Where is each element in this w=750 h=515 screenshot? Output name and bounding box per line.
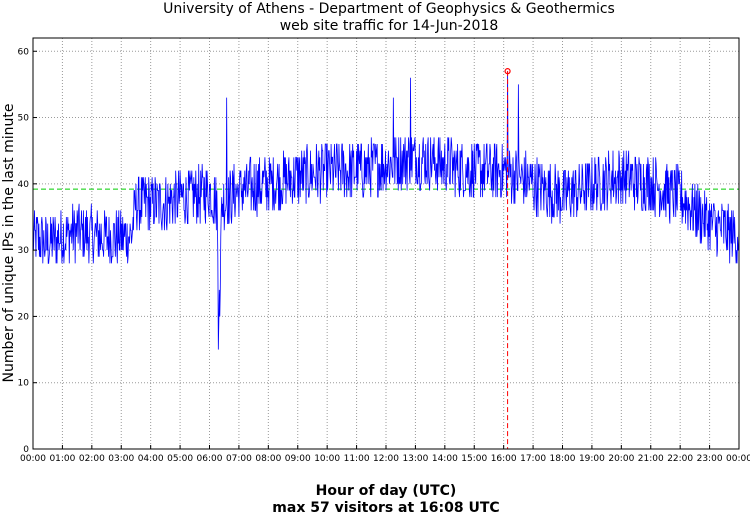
x-tick-label: 06:00 xyxy=(197,454,223,464)
y-tick-label: 50 xyxy=(18,114,30,124)
y-tick-label: 40 xyxy=(18,180,30,190)
max-annotation: max 57 visitors at 16:08 UTC xyxy=(272,500,499,515)
x-tick-label: 10:00 xyxy=(314,454,340,464)
y-axis-ticks: 0 10 20 30 40 50 60 xyxy=(18,47,37,455)
x-tick-label: 08:00 xyxy=(255,454,281,464)
y-tick-label: 60 xyxy=(18,47,30,57)
plot-frame xyxy=(32,37,740,450)
x-tick-label: 05:00 xyxy=(167,454,193,464)
x-tick-label: 18:00 xyxy=(550,454,576,464)
max-marker-group xyxy=(504,68,511,449)
x-tick-label: 16:00 xyxy=(491,454,517,464)
x-tick-label: 20:00 xyxy=(608,454,634,464)
x-tick-label: 07:00 xyxy=(226,454,252,464)
x-tick-label: 19:00 xyxy=(579,454,605,464)
x-tick-label: 17:00 xyxy=(520,454,546,464)
x-tick-label: 01:00 xyxy=(49,454,75,464)
x-tick-label: 12:00 xyxy=(373,454,399,464)
max-point-marker xyxy=(504,68,511,75)
x-tick-label: 22:00 xyxy=(667,454,693,464)
y-tick-label: 10 xyxy=(18,379,30,389)
x-tick-label: 02:00 xyxy=(79,454,105,464)
y-axis-label: Number of unique IPs in the last minute xyxy=(1,104,17,383)
x-axis-label: Hour of day (UTC) xyxy=(316,483,457,499)
x-axis-ticks: 00:00 01:00 02:00 03:00 04:00 05:00 06:00 07:00… xyxy=(20,445,750,464)
series-group xyxy=(32,71,740,350)
y-tick-label: 0 xyxy=(23,445,29,455)
x-tick-label: 15:00 xyxy=(461,454,487,464)
x-tick-label: 14:00 xyxy=(432,454,458,464)
x-tick-label: 23:00 xyxy=(697,454,723,464)
x-tick-label: 09:00 xyxy=(285,454,311,464)
chart-title-line1: University of Athens - Department of Geo… xyxy=(163,1,615,17)
x-tick-label: 03:00 xyxy=(108,454,134,464)
x-tick-label: 11:00 xyxy=(344,454,370,464)
chart-title-line2: web site traffic for 14-Jun-2018 xyxy=(280,18,499,34)
y-tick-label: 30 xyxy=(18,246,30,256)
x-tick-label: 13:00 xyxy=(402,454,428,464)
x-tick-label: 21:00 xyxy=(638,454,664,464)
traffic-series-line xyxy=(32,71,740,350)
x-tick-label: 00:00 xyxy=(20,454,46,464)
grid-lines xyxy=(33,38,739,449)
x-tick-label: 00:00 xyxy=(726,454,750,464)
x-tick-label: 04:00 xyxy=(138,454,164,464)
y-tick-label: 20 xyxy=(18,312,30,322)
